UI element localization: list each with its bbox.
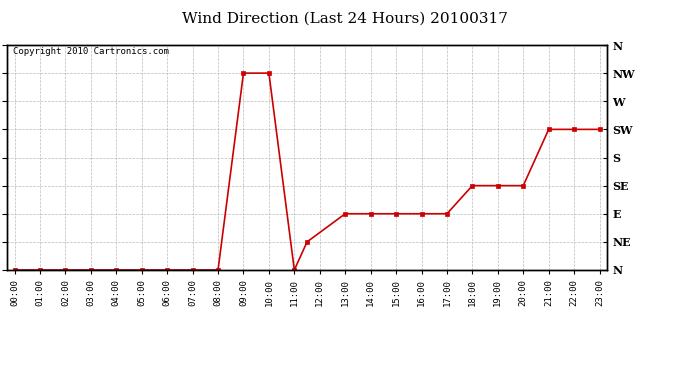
Text: Copyright 2010 Cartronics.com: Copyright 2010 Cartronics.com <box>13 47 169 56</box>
Text: Wind Direction (Last 24 Hours) 20100317: Wind Direction (Last 24 Hours) 20100317 <box>182 11 508 25</box>
